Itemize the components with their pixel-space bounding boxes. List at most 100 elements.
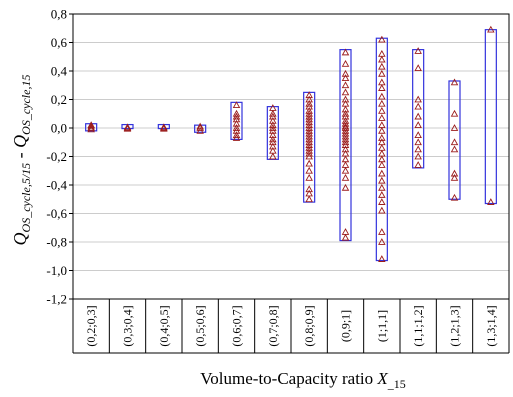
data-point <box>378 183 386 191</box>
data-point <box>305 185 313 193</box>
data-point <box>341 173 350 181</box>
data-point <box>305 152 313 160</box>
data-point <box>232 126 241 134</box>
data-point <box>378 198 386 205</box>
y-tick-label: 0,0 <box>51 121 67 136</box>
data-point <box>123 124 132 132</box>
data-point <box>487 198 495 205</box>
data-point <box>269 116 277 124</box>
data-point <box>232 131 241 138</box>
data-point <box>378 49 386 57</box>
x-tick-label: (0,2;0,3] <box>84 305 98 346</box>
data-point <box>341 109 350 117</box>
data-point <box>341 145 350 153</box>
x-tick-label: (1,1;1,2] <box>411 305 425 346</box>
y-tick-label: -1,2 <box>46 292 67 307</box>
data-point <box>378 255 386 262</box>
data-point <box>378 176 386 184</box>
x-axis-label: Volume-to-Capacity ratio X_15 <box>200 369 406 391</box>
data-point <box>414 112 422 120</box>
data-point <box>450 145 459 153</box>
data-point <box>269 138 277 146</box>
data-point <box>341 228 350 235</box>
data-point <box>378 121 386 128</box>
data-point <box>378 238 386 245</box>
data-point <box>378 62 386 70</box>
data-point <box>414 121 422 128</box>
data-point <box>341 166 350 174</box>
data-point <box>269 131 277 138</box>
data-point <box>269 142 277 150</box>
x-tick-label: (0,6;0,7] <box>230 305 244 346</box>
data-point <box>450 78 459 86</box>
data-point <box>414 47 422 54</box>
data-point <box>378 55 386 63</box>
data-point <box>341 161 350 168</box>
data-point <box>269 104 277 111</box>
data-point <box>378 144 386 151</box>
data-point <box>341 88 350 96</box>
data-point <box>269 135 277 143</box>
data-point <box>269 109 277 117</box>
x-tick-label: (0,8;0,9] <box>302 305 316 346</box>
data-point <box>341 138 350 146</box>
data-point <box>341 105 350 113</box>
data-point <box>414 152 422 160</box>
y-tick-label: -0,8 <box>46 235 67 250</box>
data-point <box>87 121 95 128</box>
data-point <box>378 84 386 91</box>
x-tick-label: (1,2;1,3] <box>448 305 462 346</box>
data-point <box>450 138 459 146</box>
data-point <box>341 122 350 130</box>
x-tick-label: (0,9;1] <box>339 310 353 342</box>
axis-layer <box>69 13 510 354</box>
data-point <box>414 95 422 103</box>
data-point <box>450 169 459 177</box>
y-axis-label: QOS_cycle,5/15 - QOS_cycle,15 <box>10 75 33 246</box>
data-point <box>414 64 422 71</box>
y-tick-label: 0,6 <box>51 35 68 50</box>
data-point <box>232 101 241 109</box>
data-point <box>487 25 495 33</box>
data-point <box>269 124 277 131</box>
data-point <box>160 123 168 131</box>
range-box-layer <box>85 29 497 262</box>
data-point <box>341 112 350 120</box>
point-layer <box>87 25 495 262</box>
data-point <box>305 99 313 107</box>
data-point <box>378 126 386 134</box>
range-box <box>484 29 497 205</box>
data-point <box>341 81 350 89</box>
data-point <box>305 95 313 103</box>
data-point <box>232 115 241 123</box>
data-point <box>123 123 132 131</box>
data-point <box>232 124 241 131</box>
data-point <box>196 124 204 131</box>
y-tick-label: -0,2 <box>46 149 67 164</box>
data-point <box>378 35 386 43</box>
data-point <box>269 112 277 120</box>
x-tick-label: (0,7;0,8] <box>266 305 280 346</box>
data-point <box>305 195 313 203</box>
range-box <box>266 106 279 160</box>
data-point <box>341 48 350 56</box>
x-tick-label: (0,5;0,6] <box>193 305 207 346</box>
data-point <box>378 78 386 86</box>
data-point <box>378 114 386 121</box>
data-point <box>341 59 350 67</box>
data-point <box>414 131 422 138</box>
data-point <box>450 193 459 201</box>
data-point <box>378 134 386 141</box>
data-point <box>378 228 386 235</box>
data-point <box>378 106 386 114</box>
data-point <box>305 159 313 167</box>
data-point <box>305 173 313 181</box>
data-point <box>196 122 204 130</box>
data-point <box>341 119 350 127</box>
data-point <box>232 134 241 141</box>
data-point <box>269 126 277 134</box>
y-tick-label: -0,4 <box>46 178 67 193</box>
data-point <box>450 124 459 131</box>
range-box <box>339 49 352 242</box>
